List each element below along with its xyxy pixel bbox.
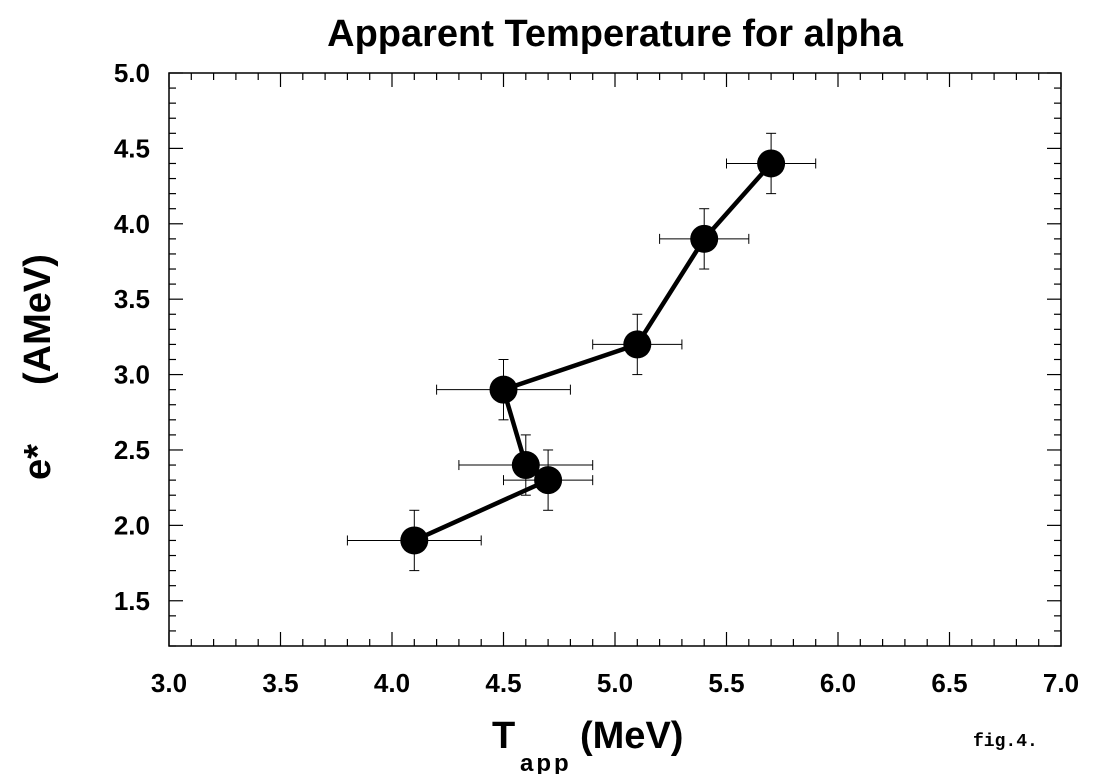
x-axis-label-unit: (MeV) — [580, 715, 683, 757]
x-tick-label: 6.5 — [931, 668, 967, 698]
y-tick-label: 4.0 — [114, 209, 150, 239]
x-tick-label: 3.5 — [262, 668, 298, 698]
data-point — [757, 149, 786, 178]
data-point — [534, 466, 563, 495]
data-point — [511, 451, 540, 480]
data-point — [623, 330, 652, 359]
chart-title: Apparent Temperature for alpha — [327, 13, 904, 55]
x-tick-label: 5.0 — [597, 668, 633, 698]
x-axis-label-main: T — [492, 715, 515, 757]
x-tick-label: 3.0 — [151, 668, 187, 698]
error-bars — [346, 132, 817, 572]
y-tick-label: 3.0 — [114, 360, 150, 390]
axis-ticks — [168, 72, 1062, 647]
data-points — [400, 149, 786, 555]
x-tick-label: 6.0 — [820, 668, 856, 698]
y-axis-label-main: e* — [17, 444, 59, 480]
y-axis-label-unit: (AMeV) — [17, 254, 59, 385]
data-point — [400, 526, 429, 555]
y-tick-label: 2.0 — [114, 510, 150, 540]
y-tick-labels: 1.5 2.0 2.5 3.0 3.5 4.0 4.5 5.0 — [114, 58, 150, 616]
x-tick-label: 4.5 — [485, 668, 521, 698]
y-tick-label: 4.5 — [114, 133, 150, 163]
y-tick-label: 3.5 — [114, 284, 150, 314]
data-point — [690, 224, 719, 253]
y-tick-label: 2.5 — [114, 435, 150, 465]
x-tick-label: 5.5 — [708, 668, 744, 698]
y-tick-label: 5.0 — [114, 58, 150, 88]
plot-frame — [168, 72, 1062, 647]
x-axis-label-sub: app — [520, 750, 572, 774]
data-point — [489, 375, 518, 404]
figure-annotation: fig.4. — [973, 732, 1038, 752]
x-tick-labels: 3.0 3.5 4.0 4.5 5.0 5.5 6.0 6.5 7.0 — [151, 668, 1079, 698]
x-tick-label: 4.0 — [374, 668, 410, 698]
y-tick-label: 1.5 — [114, 586, 150, 616]
x-tick-label: 7.0 — [1043, 668, 1079, 698]
